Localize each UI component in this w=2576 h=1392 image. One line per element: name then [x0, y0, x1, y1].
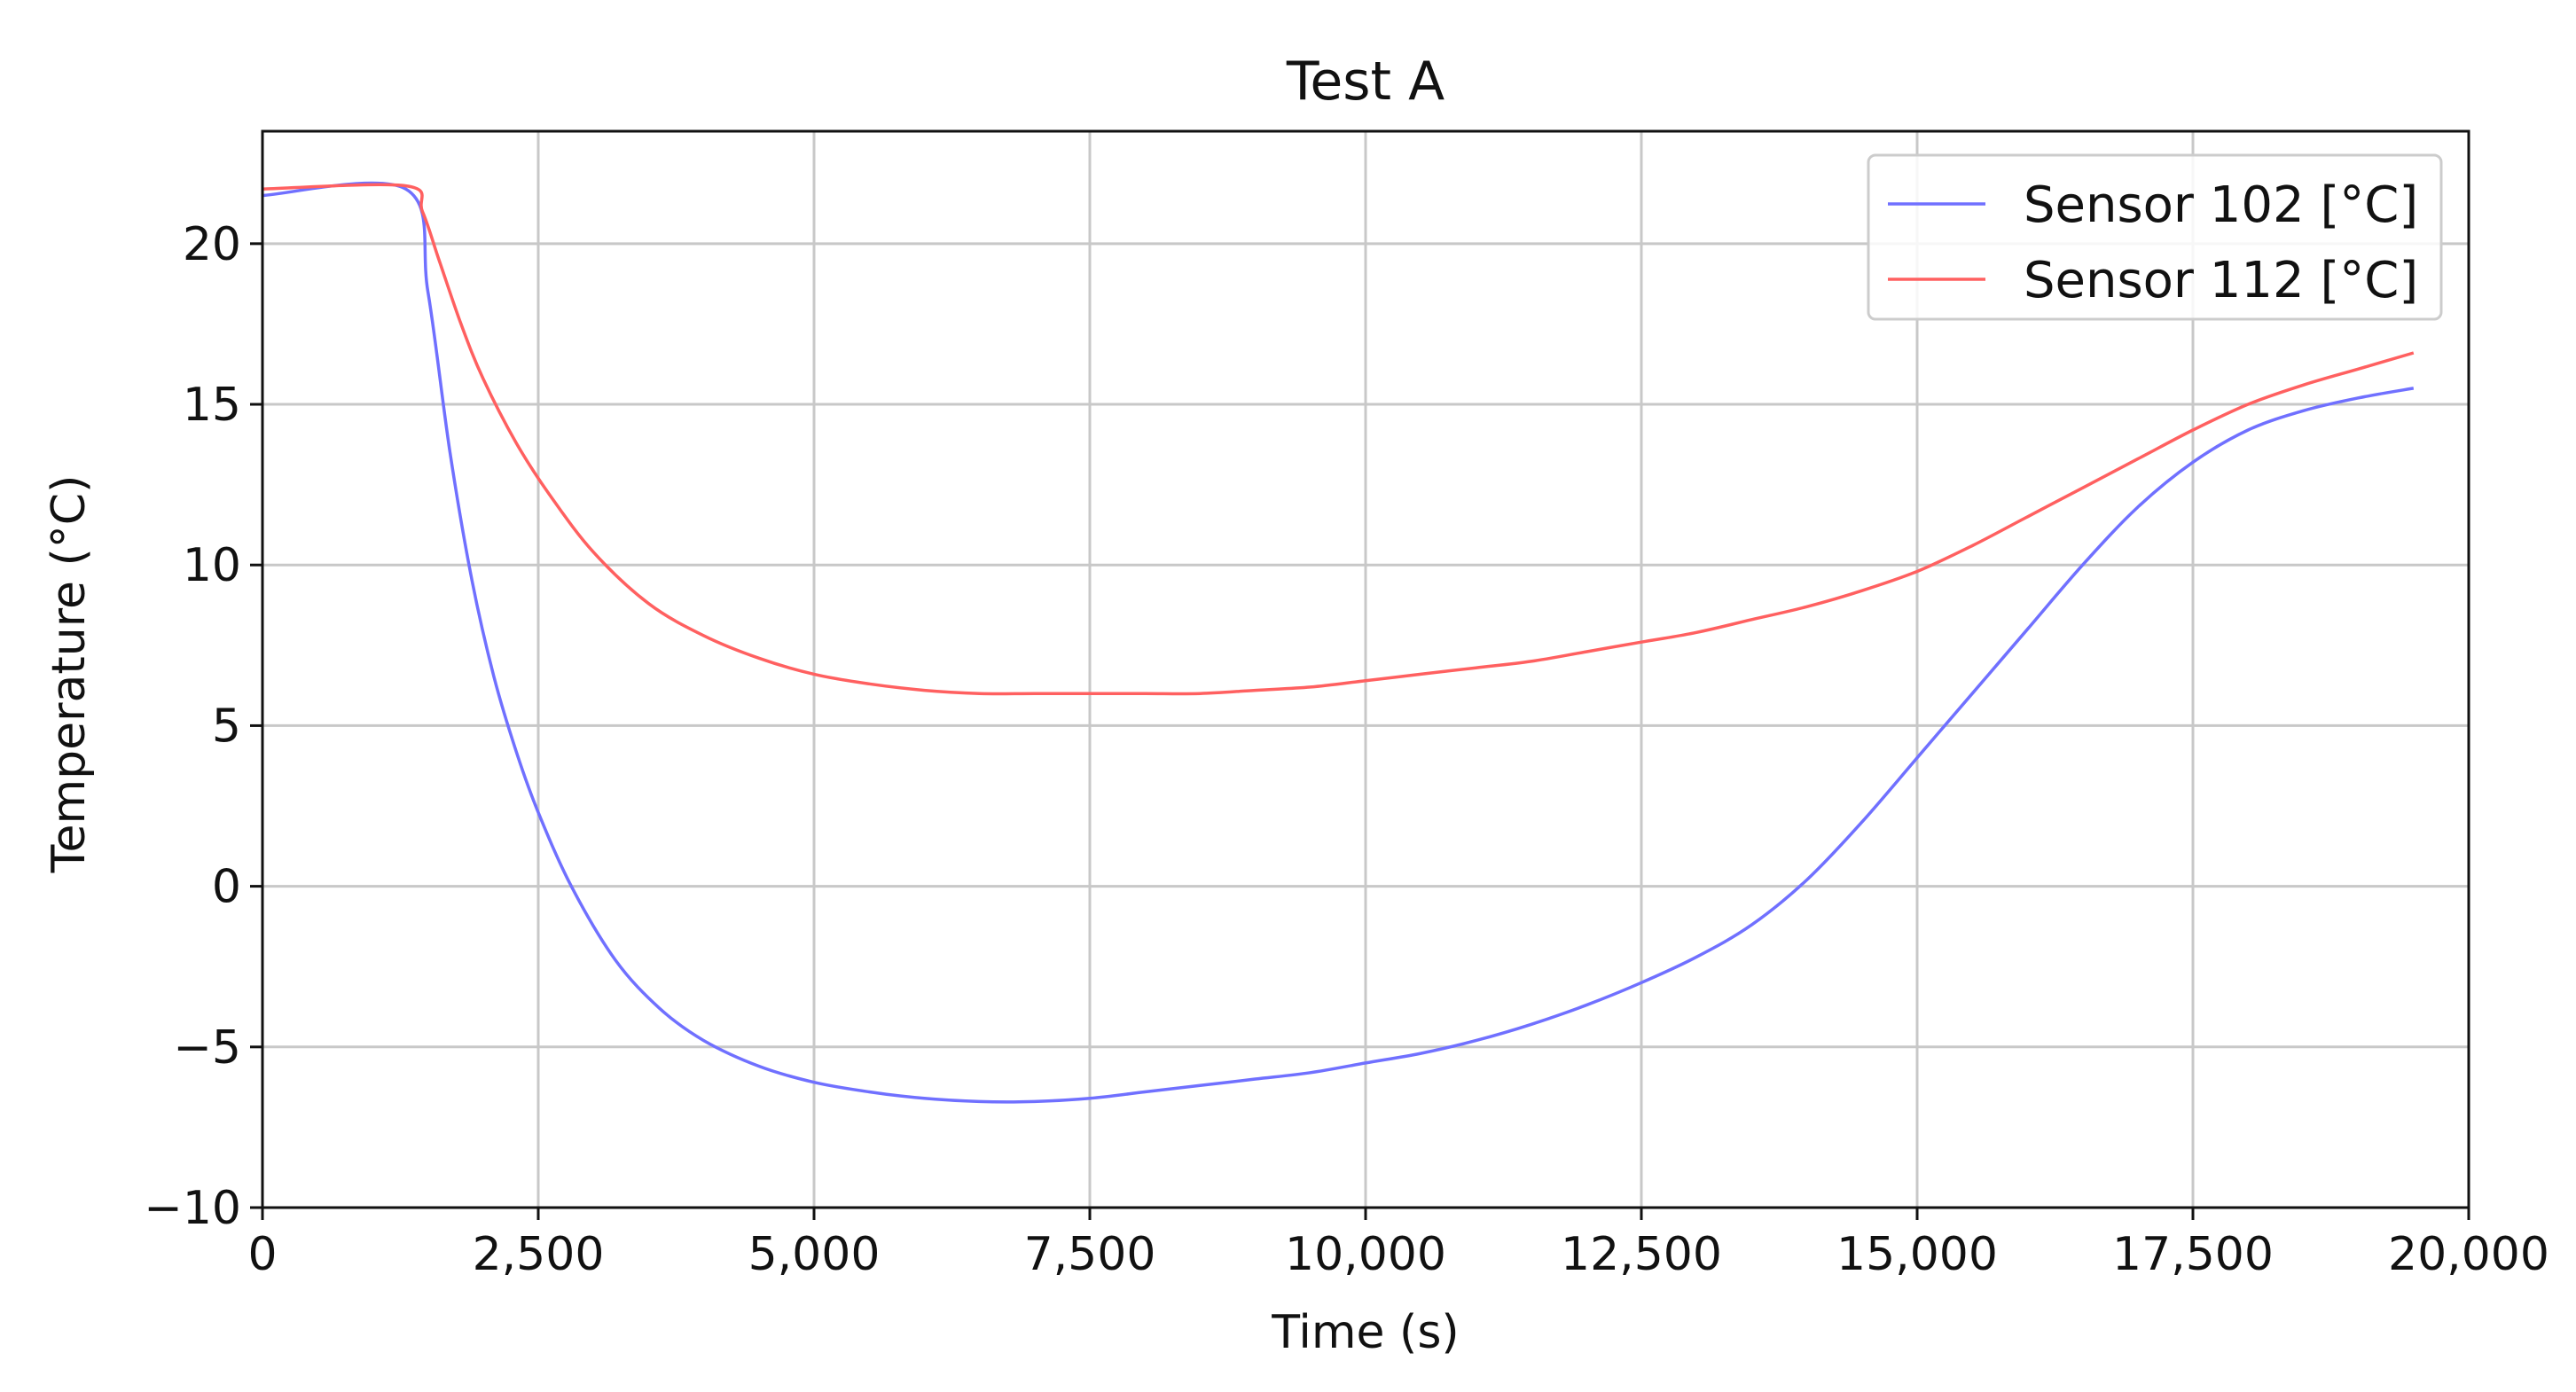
y-tick-label: −10: [144, 1182, 241, 1235]
legend: Sensor 102 [°C] Sensor 112 [°C]: [1867, 153, 2443, 321]
y-tick-label: 5: [212, 700, 241, 753]
series-line-sensor-112: [262, 183, 2415, 696]
x-tick-label: 17,500: [2112, 1228, 2274, 1281]
x-tick-label: 20,000: [2388, 1228, 2549, 1281]
y-tick-label: 10: [183, 539, 241, 592]
x-tick-label: 12,500: [1561, 1228, 1722, 1281]
y-tick-label: 20: [183, 218, 241, 271]
chart-title: Test A: [1286, 51, 1445, 113]
y-tick-label: −5: [173, 1021, 241, 1075]
x-tick-label: 15,000: [1836, 1228, 1998, 1281]
x-tick-label: 10,000: [1285, 1228, 1446, 1281]
axis-ticks: 0 2,500 5,000 7,500 10,000 12,500 15,000 17,500…: [144, 218, 2549, 1281]
y-axis-label: Temperature (°C): [43, 475, 96, 874]
y-tick-label: 15: [183, 379, 241, 432]
x-axis-label: Time (s): [1271, 1306, 1459, 1359]
legend-label: Sensor 102 [°C]: [2024, 176, 2418, 234]
x-tick-label: 0: [247, 1228, 277, 1281]
y-tick-label: 0: [212, 861, 241, 914]
series-line-sensor-102: [262, 181, 2415, 1104]
x-tick-label: 2,500: [473, 1228, 605, 1281]
series-lines: [262, 181, 2415, 1104]
legend-box: [1867, 153, 2443, 321]
x-tick-label: 7,500: [1024, 1228, 1156, 1281]
legend-label: Sensor 112 [°C]: [2024, 252, 2418, 309]
x-tick-label: 5,000: [748, 1228, 881, 1281]
